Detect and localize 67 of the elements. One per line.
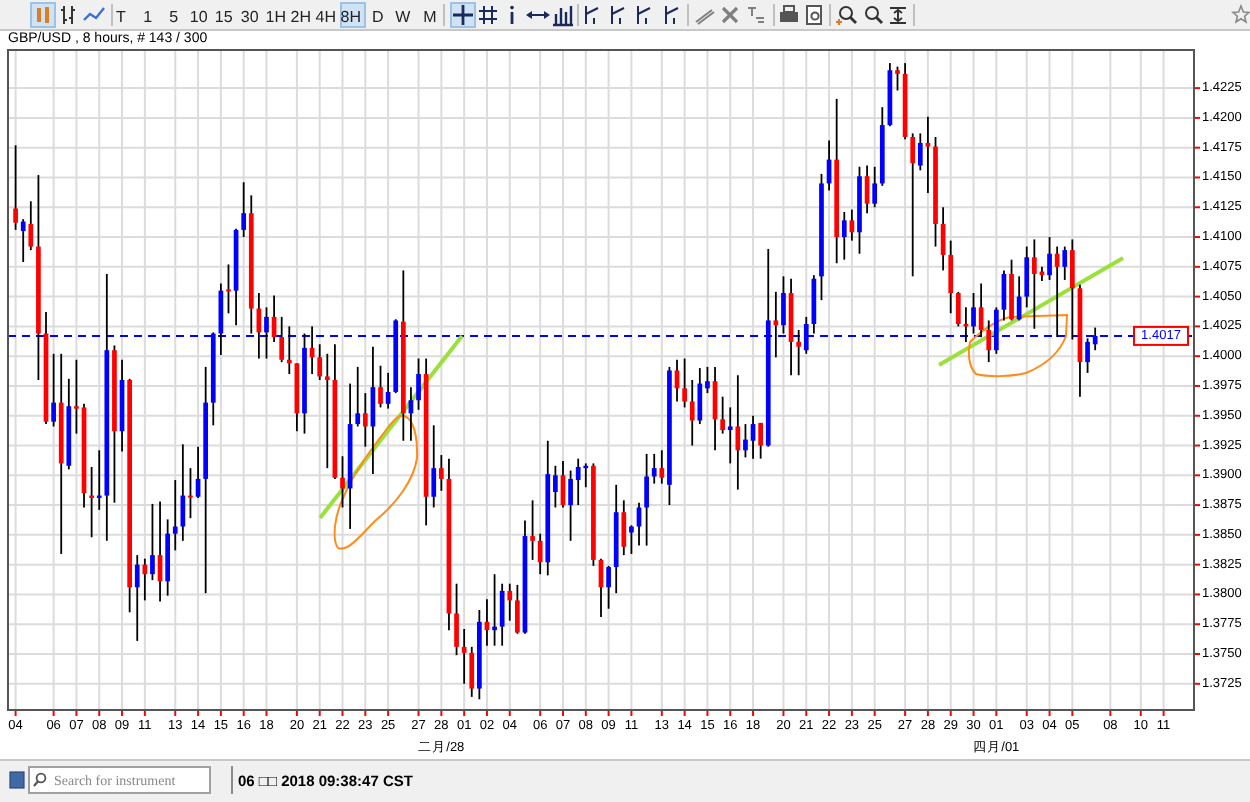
candlestick (1031, 238, 1037, 330)
candlestick (720, 395, 725, 435)
candlestick (416, 357, 421, 411)
candlestick (872, 165, 878, 209)
candlestick (515, 584, 520, 635)
candlestick (431, 424, 437, 509)
candlestick (644, 452, 649, 547)
candlestick (986, 319, 992, 364)
candlestick (1047, 236, 1052, 281)
candlestick (606, 564, 611, 610)
candlestick (758, 421, 764, 460)
candlestick (165, 518, 171, 597)
candlestick (134, 554, 140, 642)
candlestick (20, 218, 26, 263)
candlestick (689, 379, 695, 447)
candlestick (568, 469, 573, 542)
candlestick (188, 467, 193, 520)
candlestick (1009, 258, 1014, 322)
candlestick (895, 65, 900, 92)
candlestick (910, 132, 916, 278)
candlestick (241, 181, 247, 238)
candlestick (651, 452, 657, 485)
candlestick (537, 532, 543, 576)
candlestick (743, 423, 748, 459)
candlestick (575, 457, 581, 506)
candlestick (682, 357, 687, 409)
candlestick (438, 454, 444, 492)
candlestick (697, 367, 703, 425)
candlestick (499, 582, 505, 647)
candlestick (583, 462, 589, 489)
candlestick (362, 392, 368, 448)
candlestick (317, 343, 323, 381)
candlestick (378, 364, 383, 409)
candlestick (96, 449, 102, 511)
candlestick (469, 645, 475, 698)
candlestick (735, 374, 741, 491)
candlestick (89, 466, 94, 539)
candlestick (659, 449, 665, 485)
candlestick (172, 479, 178, 552)
candlestick (1024, 245, 1030, 309)
candlestick (1062, 245, 1068, 281)
candlestick (340, 455, 345, 509)
candlestick (142, 557, 148, 602)
candlestick (461, 628, 467, 685)
candlestick (454, 582, 459, 657)
candlestick (917, 132, 923, 172)
candlestick (279, 315, 285, 364)
candlestick (948, 239, 954, 315)
candlestick (971, 292, 976, 335)
candlestick (150, 503, 155, 582)
candlestick (621, 499, 627, 557)
candlestick (1070, 238, 1075, 341)
candlestick (51, 352, 56, 428)
candlestick (1054, 245, 1060, 339)
candlestick (530, 499, 535, 561)
candlestick (355, 366, 361, 428)
candlestick (28, 200, 34, 252)
text: T 1 5 10 15 30 1H 2H 4H 8H D W M (116, 6, 437, 25)
candlestick (507, 582, 513, 622)
candlestick (773, 290, 779, 359)
candlestick (226, 263, 231, 315)
candlestick (841, 211, 847, 261)
candlestick (324, 352, 330, 470)
candlestick (727, 406, 733, 465)
candlestick (13, 144, 18, 231)
candlestick (955, 290, 961, 328)
candlestick (796, 329, 802, 377)
